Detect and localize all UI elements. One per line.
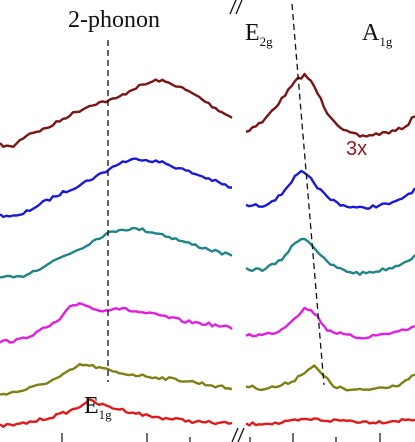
series-5-right-line	[245, 364, 415, 392]
series-3-right-line	[245, 237, 415, 276]
series-2-left-line	[0, 157, 232, 219]
a1g-label: A1g	[362, 20, 393, 49]
series-3-left-line	[0, 226, 233, 279]
e1g-label-sub: 1g	[99, 407, 113, 422]
two-phonon-label: 2-phonon	[68, 7, 160, 33]
series-6-right-line	[245, 417, 415, 427]
series-4-left-line	[0, 302, 233, 344]
a1g-label-base: A	[362, 20, 380, 46]
series-6-left-line	[0, 398, 233, 428]
series-5-left-line	[0, 363, 233, 396]
series-4-right-line	[245, 306, 415, 340]
axis-break-top	[229, 0, 243, 15]
series-2-right-line	[245, 169, 415, 210]
e2g-label-sub: 2g	[260, 34, 274, 49]
e2g-label: E2g	[245, 20, 273, 49]
series-1-left-line	[0, 78, 233, 148]
series-layer	[0, 72, 415, 428]
e2g-guide-line	[291, 3, 325, 386]
scale-factor-label: 3x	[346, 138, 367, 160]
e2g-label-base: E	[245, 20, 260, 46]
e1g-label-base: E	[84, 393, 99, 419]
a1g-label-sub: 1g	[379, 34, 393, 49]
axis-break-bottom	[231, 427, 245, 442]
e1g-label: E1g	[84, 393, 112, 422]
bottom-axis-ticks	[61, 433, 381, 442]
series-1-right-line	[245, 72, 415, 138]
